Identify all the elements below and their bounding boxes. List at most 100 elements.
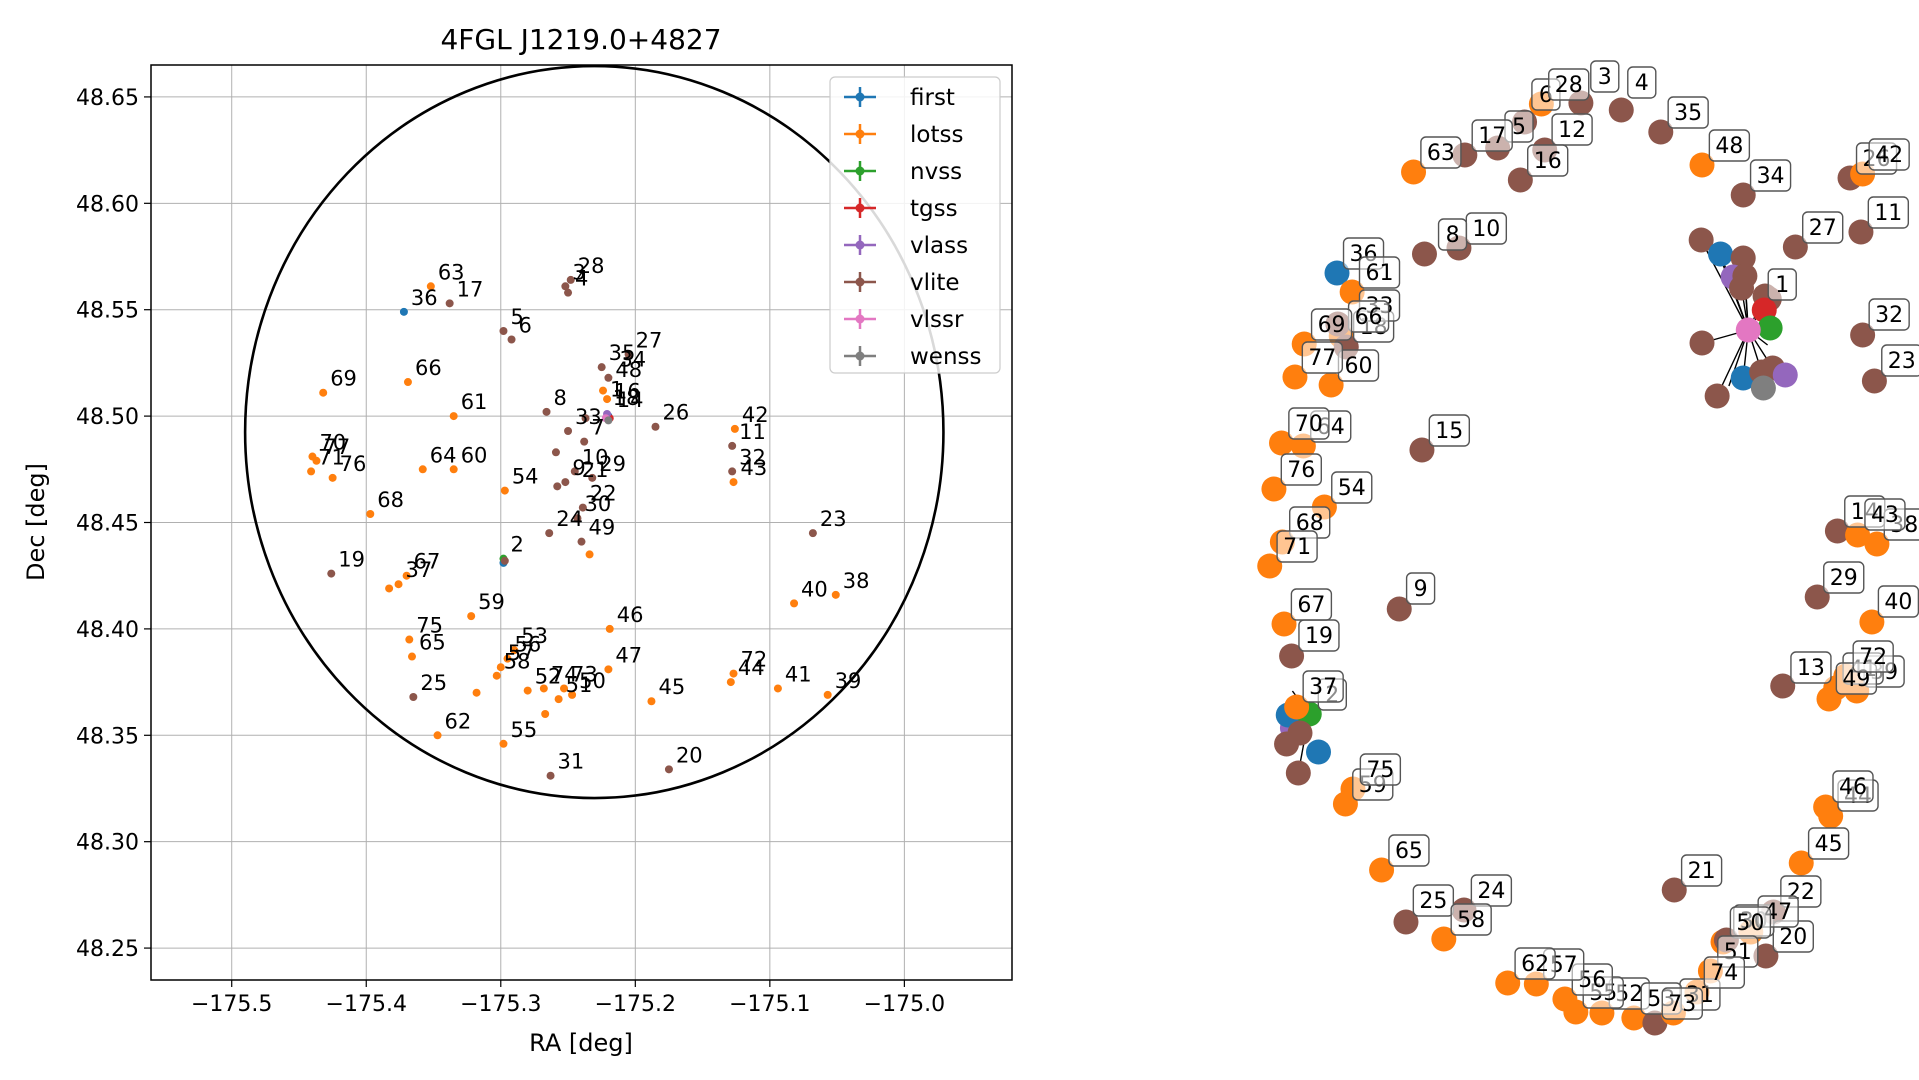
node-label-box [1428,414,1471,447]
source-point-vlite [551,448,560,457]
x-tick-label: −175.4 [326,992,407,1017]
network-node-vlite [1274,731,1300,757]
source-point-lotss [647,697,656,706]
source-point-lotss [823,690,832,699]
source-label: 33 [575,405,602,429]
network-node-label: 24 [1470,874,1513,907]
legend-entry-nvss: nvss [844,159,962,185]
network-node-label: 72 [1852,640,1894,673]
node-label-text: 75 [1366,758,1394,783]
legend-label: vlass [910,233,968,259]
source-label: 70 [319,431,346,455]
network-node-label: 77 [1301,341,1344,374]
network-node-vlite [1688,227,1714,253]
node-label-text: 74 [1710,961,1738,986]
network-node-lotss [1621,1005,1647,1031]
x-tick-label: −175.3 [460,992,541,1017]
source-label: 52 [535,665,562,689]
legend-marker-dot [855,277,865,287]
x-ticks: −175.5 −175.4 −175.3 −175.2 −175.1 −175.0 [191,980,945,1017]
legend-marker-dot [855,166,865,176]
source-point-first [399,307,408,316]
node-label-box [1405,572,1436,605]
node-label-box [1548,68,1590,101]
source-label: 36 [411,286,438,310]
node-label-text: 48 [1715,134,1743,159]
source-point-vlite [588,473,597,482]
network-node-vlass [1772,362,1798,388]
node-label-text: 70 [1295,412,1323,437]
network-node-label: 27 [1802,211,1844,244]
source-label: 6 [519,314,532,338]
node-label-box [1420,136,1462,169]
node-label-box [1301,341,1344,374]
legend-entry-vlite: vlite [844,270,960,296]
source-label: 10 [582,445,609,469]
network-node-lotss [1369,857,1395,883]
source-point-lotss [554,695,563,704]
source-label: 42 [742,403,769,427]
source-label: 75 [416,614,443,638]
source-point-lotss [433,731,442,740]
network-node-vlite [1608,97,1634,123]
source-label: 19 [338,548,365,572]
node-label-box [1290,588,1333,621]
network-node-vlite [1411,241,1437,267]
network-node-vlite [1782,234,1808,260]
x-tick-label: −175.1 [729,992,810,1017]
node-label-text: 10 [1472,217,1500,242]
network-node-label: 21 [1680,854,1723,887]
legend-marker-dot [855,129,865,139]
network-node-vlite [1729,275,1755,301]
x-tick-label: −175.5 [191,992,272,1017]
network-node-label: 16 [1527,144,1569,177]
source-label: 50 [579,669,606,693]
node-label-text: 50 [1736,911,1764,936]
network-node-label: 75 [1359,753,1402,786]
network-node-label: 13 [1790,651,1832,684]
network-node-lotss [1864,531,1890,557]
node-label-text: 62 [1521,952,1549,977]
y-tick-label: 48.65 [76,86,139,111]
node-label-text: 46 [1839,775,1867,800]
network-node-lotss [1818,803,1844,829]
node-label-box [1667,96,1709,129]
network-panel: 1234568910111213141516171819202122232425… [1257,60,1919,1036]
source-label: 66 [415,356,442,380]
source-point-vlite [604,373,613,382]
source-point-vlite [561,282,570,291]
node-label-box [1703,956,1746,989]
source-point-lotss [449,412,458,421]
node-label-box [1465,212,1508,245]
node-label-text: 34 [1757,164,1785,189]
network-node-label: 17 [1471,119,1513,152]
source-label: 17 [457,277,484,301]
source-label: 56 [515,633,542,657]
legend-label: vlssr [910,307,964,333]
network-node-lotss [1269,430,1295,456]
legend-label: vlite [910,270,960,296]
network-node-lotss [1290,433,1316,459]
network-node-label: 62 [1514,947,1556,980]
x-tick-label: −175.0 [864,992,945,1017]
source-label: 7 [591,416,604,440]
node-label-box [1627,66,1657,99]
source-point-vlite [500,556,509,565]
network-node-vlite [1730,182,1756,208]
source-point-lotss [319,388,328,397]
source-label: 67 [414,550,441,574]
node-label-text: 66 [1355,305,1383,330]
source-label: 57 [508,641,535,665]
network-node-lotss [1332,791,1358,817]
node-label-text: 37 [1309,675,1337,700]
network-node-label: 23 [1881,344,1919,377]
source-point-lotss [541,710,550,719]
source-label: 60 [461,443,488,467]
source-point-lotss [729,478,738,487]
network-node-label: 63 [1420,136,1462,169]
network-node-label: 9 [1405,572,1436,605]
network-node-lotss [1689,152,1715,178]
source-point-vlite [577,537,586,546]
source-point-vlite [561,478,570,487]
network-node-vlite [1848,219,1874,245]
